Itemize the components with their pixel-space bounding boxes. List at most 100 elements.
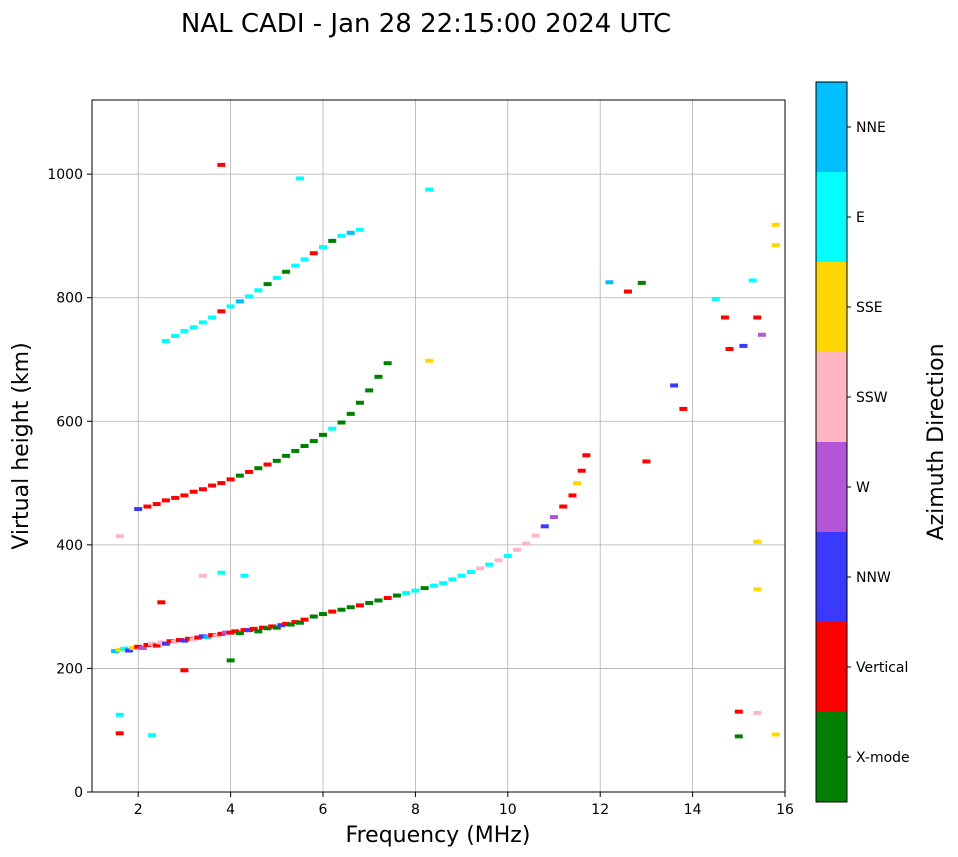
echo-point [383, 595, 392, 600]
echo-point [734, 709, 743, 714]
echo-point [753, 315, 762, 320]
colorbar-tick-label: SSE [856, 300, 883, 316]
echo-point [725, 346, 734, 351]
echo-point [148, 733, 157, 738]
echo-point [374, 374, 383, 379]
echo-point [466, 570, 475, 575]
echo-point [309, 614, 318, 619]
echo-point [226, 477, 235, 482]
colorbar-tick-label: NNE [856, 120, 886, 136]
colorbar-tick-label: Vertical [856, 660, 908, 676]
echo-point [208, 483, 217, 488]
echo-point [448, 577, 457, 582]
echo-point [111, 649, 120, 654]
echo-point [212, 633, 221, 638]
echo-point [152, 643, 161, 648]
echo-point [411, 588, 420, 593]
echo-point [254, 466, 263, 471]
echo-point [208, 633, 217, 638]
echo-point [286, 622, 295, 627]
echo-point [254, 288, 263, 293]
echo-point [161, 338, 170, 343]
echo-point [346, 605, 355, 610]
echo-point [217, 162, 226, 167]
echo-point [439, 581, 448, 586]
echo-point [272, 458, 281, 463]
echo-point [249, 626, 258, 631]
echo-point [365, 388, 374, 393]
chart-title: NAL CADI - Jan 28 22:15:00 2024 UTC [181, 9, 671, 39]
y-axis: 0 200 400 600 800 1000 [47, 167, 92, 801]
echo-point [226, 304, 235, 309]
echo-point [573, 481, 582, 486]
echo-point [319, 432, 327, 437]
echo-point [734, 734, 743, 739]
echo-point [115, 534, 124, 539]
echo-point [258, 625, 267, 630]
echo-point [180, 668, 189, 673]
echo-point [217, 309, 226, 314]
echo-point [263, 282, 272, 287]
y-tick-label: 200 [56, 661, 83, 677]
colorbar-segment [816, 622, 847, 712]
echo-point [476, 566, 485, 571]
echo-point [282, 269, 291, 274]
echo-point [295, 620, 304, 625]
echo-point [180, 638, 189, 643]
colorbar-segment [816, 532, 847, 622]
echo-point [374, 598, 383, 603]
echo-point [559, 504, 568, 509]
echo-point [753, 587, 762, 592]
echo-point [157, 640, 166, 645]
echo-point [550, 515, 558, 520]
echo-point [235, 631, 244, 636]
echo-point [328, 426, 337, 431]
echo-point [208, 315, 217, 320]
echo-point [166, 639, 175, 644]
colorbar-tick-label: SSW [856, 390, 888, 406]
echo-point [300, 444, 309, 448]
echo-point [115, 712, 124, 717]
echo-point [138, 646, 147, 651]
echo-point [217, 481, 226, 486]
echo-point [753, 539, 762, 544]
echo-point [282, 453, 291, 458]
x-axis: 2 4 6 8 10 12 14 16 [134, 792, 794, 818]
echo-point [429, 583, 438, 588]
echo-point [272, 275, 281, 280]
echo-point [531, 533, 540, 538]
x-tick-label: 16 [776, 802, 794, 818]
echo-point [300, 617, 309, 622]
colorbar-segment [816, 262, 847, 352]
echo-point [189, 637, 198, 642]
echo-point [300, 257, 309, 262]
colorbar-tick-label: W [856, 480, 870, 496]
echo-point [189, 325, 198, 330]
colorbar-frame [815, 81, 848, 803]
y-tick-label: 0 [74, 785, 83, 801]
echo-point [337, 420, 346, 425]
echo-point [129, 646, 138, 651]
colorbar-segment [816, 442, 847, 532]
colorbar-tick-label: E [856, 210, 865, 226]
echo-point [143, 642, 152, 647]
echo-point [757, 332, 766, 337]
echo-point [319, 612, 327, 617]
echo-point [771, 243, 780, 248]
echo-point [175, 638, 184, 643]
echo-point [425, 358, 434, 363]
echo-point [295, 176, 304, 181]
echo-point [203, 634, 212, 639]
echo-point [291, 263, 300, 268]
colorbar-segment [816, 172, 847, 262]
echo-point [503, 553, 512, 558]
echo-point [180, 493, 189, 498]
echo-point [420, 586, 429, 591]
echo-point [623, 289, 632, 294]
echo-point [115, 647, 124, 652]
y-tick-label: 400 [56, 538, 83, 554]
echo-point [771, 222, 780, 227]
echo-point [161, 641, 170, 646]
x-tick-label: 14 [684, 802, 702, 818]
echo-point [670, 383, 679, 388]
